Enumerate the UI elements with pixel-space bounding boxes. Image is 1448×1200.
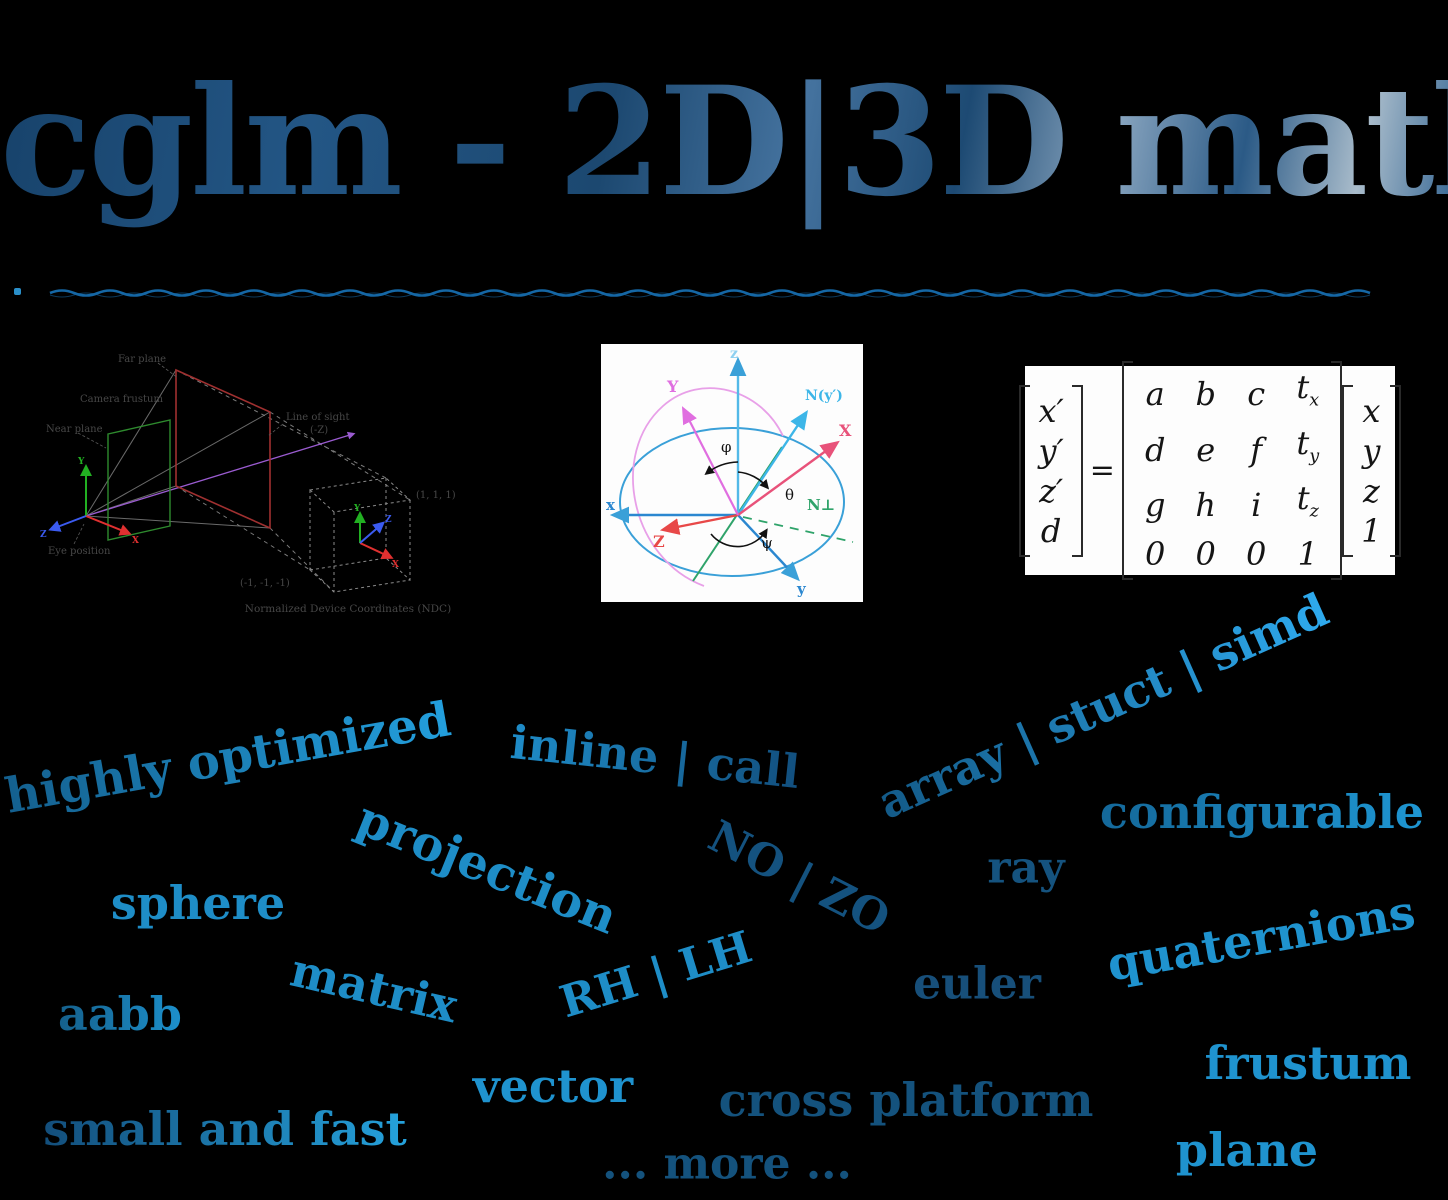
lhs-y: y′ [1038,431,1064,470]
word-projection: projection [348,790,626,946]
eye-position-label: Eye position [48,546,111,557]
word-vector: vector [472,1059,634,1113]
camera-frustum-label: Camera frustum [80,394,163,405]
ndc-axes: Y X Z [353,504,399,570]
eye-axis-y-label: Y [77,457,85,467]
line-of-sight-label: Line of sight [286,412,349,423]
matrix-cell: ty [1296,423,1320,467]
word-cross-platform: cross platform [718,1073,1094,1127]
word-more: ... more ... [602,1138,852,1190]
projection-rays [175,369,411,593]
euler-x-label: x [606,496,616,514]
transform-matrix: a b c tx d e f ty g h i tz 0 0 0 1 [1121,361,1343,580]
bracket-icon [1342,384,1354,557]
divider-line [49,289,1371,298]
word-configurable: configurable [1099,785,1425,839]
word-matrix: matrix [285,942,463,1034]
matrix-cell: 0 [1145,534,1166,573]
frustum-ndc-diagram: Y X Z Y X Z Far plane Camera frustum Nea… [40,354,456,615]
matrix-cell: c [1247,375,1266,414]
matrix-cell: tx [1296,368,1320,411]
near-plane-quad [107,419,171,541]
line-of-sight-arrow [85,431,356,517]
ndc-axis-y-label: Y [353,504,361,514]
eye-axes: Y X Z [40,457,139,546]
matrix-cell: d [1144,430,1166,469]
divider-dot [14,288,21,295]
bracket-icon [1389,384,1401,557]
rhs-y: y [1362,431,1381,470]
matrix-cell: f [1250,430,1263,469]
word-ray: ray [987,842,1065,894]
matrix-equation-panel: x′ y′ z′ d = a b c tx d e f ty g h i [1019,361,1401,580]
page-title: cglm - 2D|3D math [0,30,1448,260]
matrix-cell: i [1251,485,1262,524]
matrix-cell: b [1195,375,1216,414]
lhs-vector: x′ y′ z′ d [1019,384,1083,557]
euler-Y-label: Y [666,377,679,396]
matrix-cell: 0 [1195,534,1216,573]
matrix-cell: h [1195,485,1217,524]
rhs-one: 1 [1361,511,1382,550]
word-plane: plane [1175,1123,1319,1177]
word-small-and-fast: small and fast [43,1102,407,1156]
matrix-cell: 1 [1297,534,1318,573]
ndc-caption: Normalized Device Coordinates (NDC) [245,603,451,615]
bracket-icon [1071,384,1083,557]
ndc-axis-z-label: Z [385,515,392,525]
near-plane-label: Near plane [46,424,103,435]
matrix-cell: 0 [1246,534,1267,573]
far-plane-quad [175,368,271,530]
equals-sign: = [1089,453,1115,488]
line-of-sight-z-label: (-Z) [310,425,328,436]
matrix-cell: e [1196,430,1216,469]
euler-theta-label: θ [785,486,794,504]
lhs-d: d [1040,511,1062,550]
rhs-x: x [1362,391,1381,430]
lhs-x: x′ [1038,391,1064,430]
euler-angles-diagram: z x y Y X Z N(y′) N⊥ φ θ ψ [606,346,854,598]
word-sphere: sphere [110,876,286,930]
euler-angles-panel: z x y Y X Z N(y′) N⊥ φ θ ψ [601,344,863,602]
ndc-axis-x-label: X [392,560,399,570]
euler-node-perp-label: N⊥ [807,496,835,514]
euler-Z-label: Z [653,532,665,551]
word-inline-call: inline | call [507,714,803,800]
corner-max-label: (1, 1, 1) [416,490,456,501]
far-plane-label: Far plane [118,354,166,365]
bracket-icon [1331,361,1343,580]
euler-node-label: N(y′) [805,388,843,404]
rhs-vector: x y z 1 [1342,384,1401,557]
word-euler: euler [913,958,1041,1010]
matrix-cell: tz [1296,479,1319,522]
eye-axis-x-label: X [132,536,139,546]
lhs-z: z′ [1039,471,1064,510]
euler-psi-label: ψ [761,534,773,552]
rhs-z: z [1362,471,1380,510]
corner-min-label: (-1, -1, -1) [240,578,290,589]
euler-y-label: y [796,580,807,598]
bracket-icon [1121,361,1133,580]
euler-X-label: X [839,421,852,440]
bracket-icon [1019,384,1031,557]
ndc-cube [308,477,412,593]
eye-axis-z-label: Z [40,530,47,540]
word-aabb: aabb [58,987,182,1041]
word-frustum: frustum [1204,1036,1412,1090]
word-quaternions: quaternions [1103,884,1419,992]
euler-phi-label: φ [721,438,732,456]
euler-z-label: z [730,346,738,362]
matrix-cell: a [1145,375,1165,414]
matrix-cell: g [1144,485,1166,524]
